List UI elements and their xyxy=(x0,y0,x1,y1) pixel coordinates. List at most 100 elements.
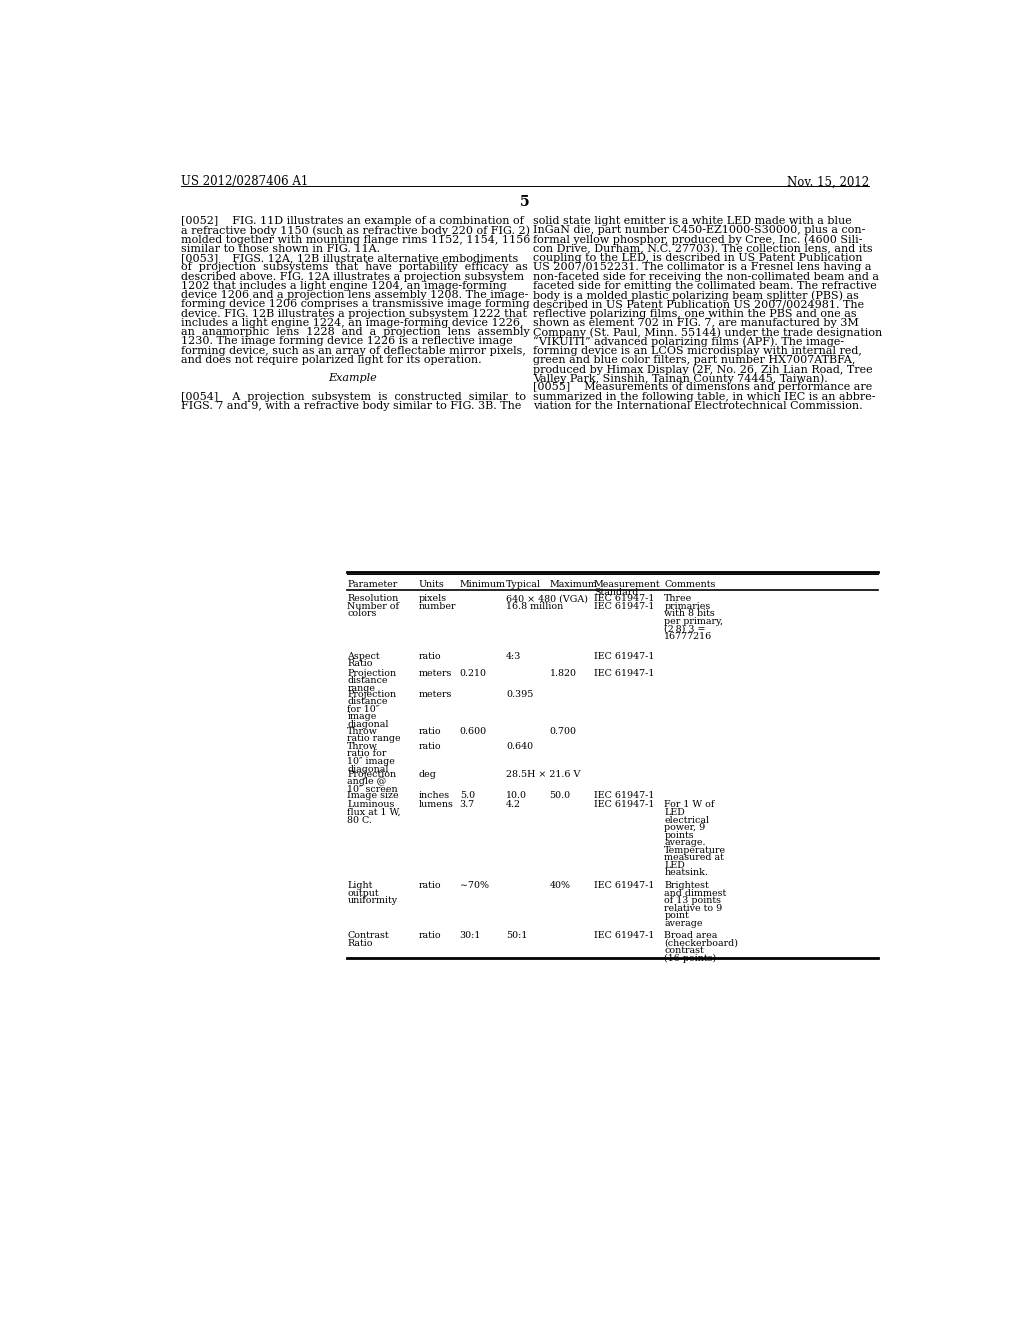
Text: distance: distance xyxy=(347,676,388,685)
Text: summarized in the following table, in which IEC is an abbre-: summarized in the following table, in wh… xyxy=(534,392,876,401)
Text: IEC 61947-1: IEC 61947-1 xyxy=(594,602,654,611)
Text: Standard: Standard xyxy=(594,587,638,597)
Text: 0.210: 0.210 xyxy=(460,669,486,677)
Text: 3.7: 3.7 xyxy=(460,800,475,809)
Text: average.: average. xyxy=(665,838,706,847)
Text: ratio: ratio xyxy=(419,726,441,735)
Text: For 1 W of: For 1 W of xyxy=(665,800,715,809)
Text: described above. FIG. 12A illustrates a projection subsystem: described above. FIG. 12A illustrates a … xyxy=(180,272,524,281)
Text: measured at: measured at xyxy=(665,853,724,862)
Text: shown as element 702 in FIG. 7, are manufactured by 3M: shown as element 702 in FIG. 7, are manu… xyxy=(534,318,859,327)
Text: uniformity: uniformity xyxy=(347,896,397,906)
Text: of  projection  subsystems  that  have  portability  efficacy  as: of projection subsystems that have porta… xyxy=(180,263,527,272)
Text: 4.2: 4.2 xyxy=(506,800,521,809)
Text: produced by Himax Display (2F, No. 26, Zih Lian Road, Tree: produced by Himax Display (2F, No. 26, Z… xyxy=(534,364,872,375)
Text: FIGS. 7 and 9, with a refractive body similar to FIG. 3B. The: FIGS. 7 and 9, with a refractive body si… xyxy=(180,401,521,411)
Text: 28.5H × 21.6 V: 28.5H × 21.6 V xyxy=(506,770,581,779)
Text: colors: colors xyxy=(347,609,377,618)
Text: Three: Three xyxy=(665,594,692,603)
Text: Example: Example xyxy=(329,374,377,383)
Text: [0055]    Measurements of dimensions and performance are: [0055] Measurements of dimensions and pe… xyxy=(534,383,872,392)
Text: point: point xyxy=(665,911,689,920)
Text: 16.8 million: 16.8 million xyxy=(506,602,563,611)
Text: similar to those shown in FIG. 11A.: similar to those shown in FIG. 11A. xyxy=(180,244,380,253)
Text: formal yellow phosphor, produced by Cree, Inc. (4600 Sili-: formal yellow phosphor, produced by Cree… xyxy=(534,235,863,246)
Text: forming device 1206 comprises a transmissive image forming: forming device 1206 comprises a transmis… xyxy=(180,300,529,309)
Text: relative to 9: relative to 9 xyxy=(665,904,723,913)
Text: 50.0: 50.0 xyxy=(550,791,570,800)
Text: ratio: ratio xyxy=(419,652,441,661)
Text: Units: Units xyxy=(419,581,444,589)
Text: contrast: contrast xyxy=(665,946,705,956)
Text: Ratio: Ratio xyxy=(347,660,373,668)
Text: Measurement: Measurement xyxy=(594,581,660,589)
Text: of 13 points: of 13 points xyxy=(665,896,721,906)
Text: distance: distance xyxy=(347,697,388,706)
Text: forming device, such as an array of deflectable mirror pixels,: forming device, such as an array of defl… xyxy=(180,346,525,355)
Text: body is a molded plastic polarizing beam splitter (PBS) as: body is a molded plastic polarizing beam… xyxy=(534,290,859,301)
Text: meters: meters xyxy=(419,689,452,698)
Text: includes a light engine 1224, an image-forming device 1226,: includes a light engine 1224, an image-f… xyxy=(180,318,523,327)
Text: ratio: ratio xyxy=(419,932,441,940)
Text: ∼70%: ∼70% xyxy=(460,882,488,890)
Text: number: number xyxy=(419,602,456,611)
Text: forming device is an LCOS microdisplay with internal red,: forming device is an LCOS microdisplay w… xyxy=(534,346,862,355)
Text: Comments: Comments xyxy=(665,581,716,589)
Text: IEC 61947-1: IEC 61947-1 xyxy=(594,882,654,890)
Text: 10″ image: 10″ image xyxy=(347,756,395,766)
Text: an  anamorphic  lens  1228  and  a  projection  lens  assembly: an anamorphic lens 1228 and a projection… xyxy=(180,327,529,337)
Text: [0053]    FIGS. 12A, 12B illustrate alternative embodiments: [0053] FIGS. 12A, 12B illustrate alterna… xyxy=(180,253,518,263)
Text: Valley Park, Sinshih, Tainan County 74445, Taiwan).: Valley Park, Sinshih, Tainan County 7444… xyxy=(534,374,828,384)
Text: 50:1: 50:1 xyxy=(506,932,527,940)
Text: Temperature: Temperature xyxy=(665,846,726,855)
Text: Ratio: Ratio xyxy=(347,939,373,948)
Text: IEC 61947-1: IEC 61947-1 xyxy=(594,594,654,603)
Text: 30:1: 30:1 xyxy=(460,932,481,940)
Text: primaries: primaries xyxy=(665,602,711,611)
Text: 10.0: 10.0 xyxy=(506,791,527,800)
Text: Resolution: Resolution xyxy=(347,594,398,603)
Text: heatsink.: heatsink. xyxy=(665,869,709,878)
Text: IEC 61947-1: IEC 61947-1 xyxy=(594,800,654,809)
Text: Aspect: Aspect xyxy=(347,652,380,661)
Text: Projection: Projection xyxy=(347,770,396,779)
Text: inches: inches xyxy=(419,791,450,800)
Text: device. FIG. 12B illustrates a projection subsystem 1222 that: device. FIG. 12B illustrates a projectio… xyxy=(180,309,526,318)
Text: device 1206 and a projection lens assembly 1208. The image-: device 1206 and a projection lens assemb… xyxy=(180,290,528,300)
Text: 10″ screen: 10″ screen xyxy=(347,784,398,793)
Text: Nov. 15, 2012: Nov. 15, 2012 xyxy=(786,176,869,189)
Text: 640 × 480 (VGA): 640 × 480 (VGA) xyxy=(506,594,588,603)
Text: per primary,: per primary, xyxy=(665,616,723,626)
Text: con Drive, Durham, N.C. 27703). The collection lens, and its: con Drive, Durham, N.C. 27703). The coll… xyxy=(534,244,872,255)
Text: power, 9: power, 9 xyxy=(665,824,706,832)
Text: Number of: Number of xyxy=(347,602,399,611)
Text: IEC 61947-1: IEC 61947-1 xyxy=(594,652,654,661)
Text: flux at 1 W,: flux at 1 W, xyxy=(347,808,401,817)
Text: 1230. The image forming device 1226 is a reflective image: 1230. The image forming device 1226 is a… xyxy=(180,337,512,346)
Text: 5.0: 5.0 xyxy=(460,791,475,800)
Text: Projection: Projection xyxy=(347,689,396,698)
Text: 0.600: 0.600 xyxy=(460,726,486,735)
Text: angle @: angle @ xyxy=(347,777,386,787)
Text: 40%: 40% xyxy=(550,882,570,890)
Text: Parameter: Parameter xyxy=(347,581,397,589)
Text: green and blue color filters, part number HX7007ATBFA,: green and blue color filters, part numbe… xyxy=(534,355,856,364)
Text: range: range xyxy=(347,684,376,693)
Text: IEC 61947-1: IEC 61947-1 xyxy=(594,932,654,940)
Text: faceted side for emitting the collimated beam. The refractive: faceted side for emitting the collimated… xyxy=(534,281,878,290)
Text: ratio range: ratio range xyxy=(347,734,401,743)
Text: average: average xyxy=(665,919,702,928)
Text: Throw: Throw xyxy=(347,742,378,751)
Text: ratio: ratio xyxy=(419,882,441,890)
Text: 1202 that includes a light engine 1204, an image-forming: 1202 that includes a light engine 1204, … xyxy=(180,281,507,290)
Text: pixels: pixels xyxy=(419,594,446,603)
Text: “VIKUITI” advanced polarizing films (APF). The image-: “VIKUITI” advanced polarizing films (APF… xyxy=(534,337,845,347)
Text: diagonal: diagonal xyxy=(347,764,389,774)
Text: 16777216: 16777216 xyxy=(665,632,713,640)
Text: 0.640: 0.640 xyxy=(506,742,534,751)
Text: electrical: electrical xyxy=(665,816,710,825)
Text: LED: LED xyxy=(665,861,685,870)
Text: [0054]    A  projection  subsystem  is  constructed  similar  to: [0054] A projection subsystem is constru… xyxy=(180,392,525,401)
Text: coupling to the LED, is described in US Patent Publication: coupling to the LED, is described in US … xyxy=(534,253,863,263)
Text: LED: LED xyxy=(665,808,685,817)
